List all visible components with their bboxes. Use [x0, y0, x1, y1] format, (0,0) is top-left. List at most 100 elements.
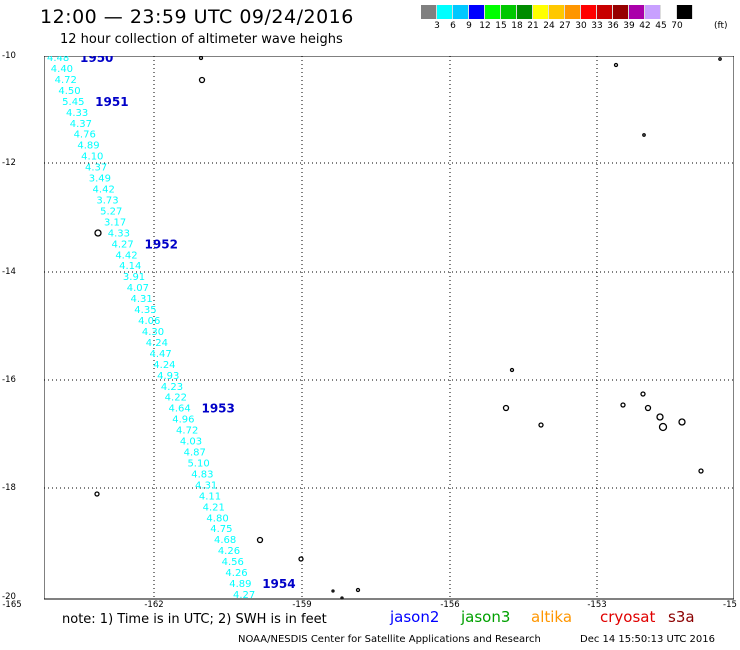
x-tick-label: -156 — [440, 600, 460, 610]
x-tick-label: -162 — [144, 600, 164, 610]
swh-value-label: 4.30 — [142, 327, 164, 338]
swh-value-label: 4.83 — [191, 469, 213, 480]
island-outline — [198, 76, 206, 84]
color-swatch — [645, 5, 661, 19]
swh-value-label: 4.72 — [55, 75, 77, 86]
swh-value-label: 4.80 — [206, 513, 228, 524]
swh-value-label: 4.07 — [127, 283, 149, 294]
swh-value-label: 3.91 — [123, 272, 145, 283]
y-tick-label: -10 — [2, 51, 16, 61]
swh-value-label: 4.42 — [115, 250, 137, 261]
swh-value-label: 4.76 — [74, 130, 96, 141]
color-swatch — [469, 5, 485, 19]
color-swatch — [565, 5, 581, 19]
swh-value-label: 4.31 — [131, 294, 153, 305]
swh-value-label: 4.56 — [222, 557, 244, 568]
color-swatch — [597, 5, 613, 19]
island-outline — [698, 468, 704, 474]
y-tick-label: -12 — [2, 158, 16, 168]
color-swatch — [581, 5, 597, 19]
page-title: 12:00 — 23:59 UTC 09/24/2016 — [40, 6, 354, 28]
satellite-track: 4.484.404.724.505.454.334.374.764.894.10… — [47, 56, 296, 600]
swh-value-label: 4.89 — [77, 141, 99, 152]
island-outline — [613, 62, 619, 68]
island-outline — [340, 596, 344, 600]
island-outline — [538, 422, 544, 428]
y-tick-label: -14 — [2, 267, 16, 277]
y-tick-label: -20 — [2, 592, 16, 602]
color-scale-label: 42 — [639, 21, 651, 31]
color-swatch — [453, 5, 469, 19]
color-scale-unit: (ft) — [714, 21, 728, 31]
color-swatch — [613, 5, 629, 19]
swh-value-label: 4.10 — [81, 152, 103, 163]
page-subtitle: 12 hour collection of altimeter wave hei… — [60, 32, 343, 47]
x-tick-label: -153 — [587, 600, 607, 610]
swh-value-label: 4.93 — [157, 371, 179, 382]
pass-time-label: 1951 — [95, 95, 128, 109]
swh-value-label: 4.06 — [138, 316, 160, 327]
island-outline — [256, 536, 264, 544]
swh-value-label: 3.17 — [104, 217, 126, 228]
swh-value-label: 4.68 — [214, 535, 236, 546]
swh-value-label: 4.33 — [108, 228, 130, 239]
color-scale-label: 3 — [434, 21, 440, 31]
map-frame — [44, 56, 734, 600]
swh-value-label: 4.96 — [172, 415, 194, 426]
island-outline — [678, 418, 686, 426]
swh-value-label: 4.22 — [165, 393, 187, 404]
color-scale-label: 15 — [495, 21, 507, 31]
satellite-legend-jason2: jason2 — [390, 608, 440, 626]
color-scale-label: 45 — [655, 21, 667, 31]
x-tick-label: -165 — [2, 600, 22, 610]
island-outline — [331, 589, 335, 593]
color-scale-label: 18 — [511, 21, 523, 31]
island-outline — [640, 391, 646, 397]
swh-value-label: 4.75 — [210, 524, 232, 535]
color-scale-bar — [421, 5, 693, 19]
color-scale-label: 6 — [450, 21, 456, 31]
color-scale-label: 30 — [575, 21, 587, 31]
color-swatch — [661, 5, 677, 19]
y-tick-label: -16 — [2, 375, 16, 385]
note-text: note: 1) Time is in UTC; 2) SWH is in fe… — [62, 612, 327, 627]
swh-value-label: 4.48 — [47, 56, 69, 64]
island-outline — [94, 491, 100, 497]
color-swatch — [533, 5, 549, 19]
color-scale-label: 70 — [671, 21, 683, 31]
pass-time-label: 1952 — [145, 237, 178, 251]
color-swatch — [437, 5, 453, 19]
color-scale-labels: 3 6 9 12 15 18 21 24 27 30 33 36 39 42 45 70 — [421, 21, 740, 33]
footer-timestamp: Dec 14 15:50:13 UTC 2016 — [580, 634, 715, 645]
swh-value-label: 4.47 — [149, 349, 171, 360]
swh-value-label: 4.42 — [93, 185, 115, 196]
footer-source: NOAA/NESDIS Center for Satellite Applica… — [238, 634, 541, 645]
satellite-legend-s3a: s3a — [668, 608, 695, 626]
color-swatch — [677, 5, 693, 19]
swh-value-label: 5.10 — [187, 458, 209, 469]
swh-value-label: 5.45 — [62, 97, 84, 108]
island-outline — [509, 367, 515, 373]
swh-value-label: 3.73 — [96, 195, 118, 206]
swh-value-label: 4.14 — [119, 261, 141, 272]
island-outline — [642, 133, 646, 137]
island-outline — [94, 229, 102, 237]
island-outline — [620, 402, 626, 408]
swh-value-label: 4.87 — [184, 448, 206, 459]
satellite-legend-jason3: jason3 — [461, 608, 511, 626]
color-swatch — [549, 5, 565, 19]
swh-value-label: 4.33 — [66, 108, 88, 119]
swh-value-label: 4.37 — [85, 163, 107, 174]
swh-value-label: 4.24 — [153, 360, 175, 371]
color-swatch — [421, 5, 437, 19]
color-scale-label: 36 — [607, 21, 619, 31]
swh-value-label: 4.24 — [146, 338, 168, 349]
color-scale-label: 24 — [543, 21, 555, 31]
island-outline — [502, 404, 510, 412]
swh-value-label: 4.72 — [176, 426, 198, 437]
swh-value-label: 4.31 — [195, 480, 217, 491]
swh-value-label: 4.40 — [51, 64, 73, 75]
pass-time-label: 1953 — [201, 402, 234, 416]
island-outline — [658, 422, 668, 432]
swh-value-label: 5.27 — [100, 206, 122, 217]
